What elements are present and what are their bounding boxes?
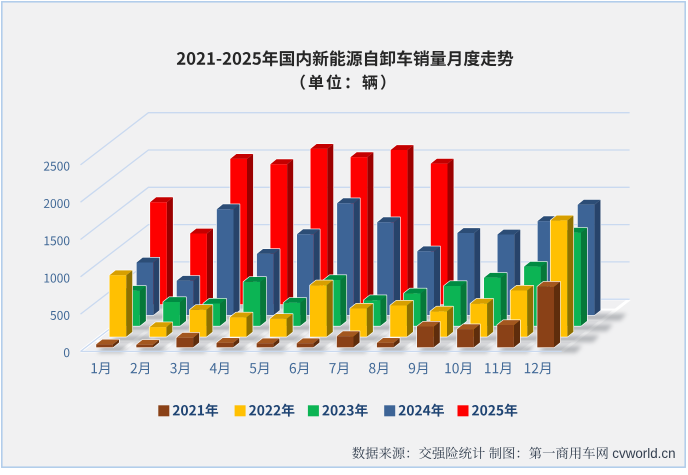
- svg-text:cvworld.cn: cvworld.cn: [612, 446, 675, 461]
